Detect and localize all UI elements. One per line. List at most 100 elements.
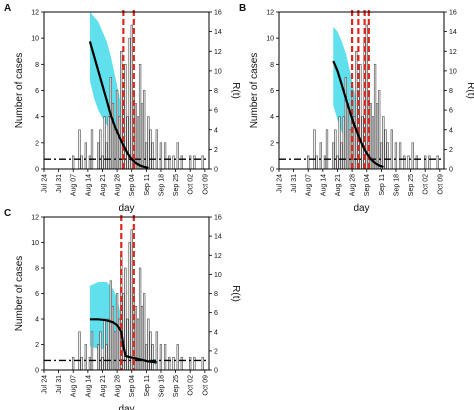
case-bar: [115, 293, 119, 371]
chart-panel-c: 0 2 4 6 8 10 12 0 2 4 6 8 10 12 14 16 Jul 24 Jul 31 Aug 07…: [4, 208, 241, 410]
case-bar: [394, 142, 398, 170]
x-tick-label: Sep 04: [129, 375, 136, 397]
case-bar: [319, 142, 322, 170]
rt-estimate-line: [332, 60, 384, 169]
y2-tick-label: 8: [214, 88, 218, 95]
case-bar: [143, 293, 146, 371]
panel-label: C: [4, 208, 11, 219]
case-bar: [78, 129, 81, 170]
case-bar: [111, 305, 115, 371]
x-tick-label: Sep 04: [364, 174, 371, 196]
case-bar: [143, 90, 146, 170]
case-bar: [342, 116, 345, 170]
case-bar: [201, 155, 204, 170]
y2-tick-label: 4: [214, 127, 218, 134]
case-bar: [140, 103, 144, 170]
y2-tick-label: 0: [449, 167, 453, 174]
case-bar: [307, 155, 310, 170]
x-tick-label: Sep 11: [144, 174, 151, 196]
case-bar: [168, 356, 171, 371]
case-bar: [105, 344, 108, 371]
x-tick-label: Jul 31: [56, 375, 63, 394]
case-bar: [107, 318, 110, 371]
x-axis-title: day: [118, 203, 134, 214]
case-bar: [344, 77, 347, 170]
case-bar: [151, 344, 154, 371]
case-bar: [176, 142, 179, 170]
x-tick-label: Aug 21: [100, 174, 107, 196]
y-tick-label: 4: [270, 114, 274, 121]
x-tick-label: Sep 18: [158, 375, 165, 397]
y2-tick-label: 6: [214, 108, 218, 115]
case-bar: [172, 356, 175, 371]
x-tick-label: Aug 28: [115, 375, 122, 397]
y-tick-label: 2: [35, 140, 39, 147]
y-tick-label: 10: [31, 36, 39, 43]
x-tick-label: Aug 28: [115, 174, 122, 196]
y-tick-label: 6: [270, 88, 274, 95]
y2-tick-label: 6: [449, 108, 453, 115]
y-tick-label: 10: [31, 240, 39, 247]
panel-label: A: [4, 3, 11, 14]
x-tick-label: Aug 21: [335, 174, 342, 196]
x-tick-label: Sep 11: [144, 375, 151, 397]
y2-tick-label: 14: [449, 29, 457, 36]
y-tick-label: 12: [266, 10, 274, 17]
y-tick-label: 2: [35, 342, 39, 349]
x-tick-label: Oct 09: [202, 174, 209, 195]
x-tick-label: Aug 14: [320, 174, 327, 196]
case-bar: [126, 318, 129, 371]
case-bar: [138, 267, 142, 371]
case-bar: [103, 116, 106, 170]
case-bar: [97, 344, 100, 371]
y-tick-label: 0: [270, 167, 274, 174]
x-tick-label: Aug 07: [306, 174, 313, 196]
x-tick-label: Sep 25: [408, 174, 415, 196]
case-bar: [382, 116, 385, 170]
case-bar: [88, 356, 92, 371]
x-axis-title: day: [118, 404, 134, 410]
y2-axis-title: R(t): [465, 82, 474, 99]
case-bar: [155, 331, 158, 371]
case-bar: [130, 24, 133, 170]
case-bar: [149, 129, 152, 170]
x-tick-label: Aug 28: [350, 174, 357, 196]
case-bar: [145, 344, 148, 371]
case-bar: [124, 63, 127, 170]
x-tick-label: Sep 04: [129, 174, 136, 196]
case-bar: [90, 331, 94, 371]
x-tick-label: Oct 02: [188, 375, 195, 396]
rt-estimate-line: [88, 41, 149, 170]
case-bar: [407, 155, 410, 170]
x-tick-label: Aug 07: [71, 375, 78, 397]
case-bar: [107, 116, 110, 170]
y2-tick-label: 12: [449, 49, 457, 56]
case-bar: [151, 142, 154, 170]
y-tick-label: 6: [35, 88, 39, 95]
x-tick-label: Oct 02: [188, 174, 195, 195]
y2-axis-title: R(t): [230, 82, 241, 99]
case-bar: [428, 155, 431, 170]
case-bar: [103, 318, 106, 371]
case-bar: [120, 50, 123, 170]
case-bar: [159, 344, 163, 371]
case-bar: [201, 356, 204, 371]
y-tick-label: 12: [31, 10, 39, 17]
case-bar: [109, 280, 112, 371]
y2-tick-label: 4: [214, 329, 218, 336]
case-bar: [126, 116, 129, 170]
y2-tick-label: 0: [214, 368, 218, 375]
case-bar: [375, 103, 379, 170]
case-bar: [390, 129, 393, 170]
case-bar: [355, 50, 358, 170]
case-bar: [138, 63, 142, 170]
y2-tick-label: 8: [214, 291, 218, 298]
y-tick-label: 8: [35, 266, 39, 273]
case-bar: [80, 155, 83, 170]
y-tick-label: 4: [35, 317, 39, 324]
case-bar: [78, 331, 81, 371]
y2-tick-label: 12: [214, 49, 222, 56]
case-bar: [403, 155, 406, 170]
y-axis-title: Number of cases: [14, 256, 25, 332]
